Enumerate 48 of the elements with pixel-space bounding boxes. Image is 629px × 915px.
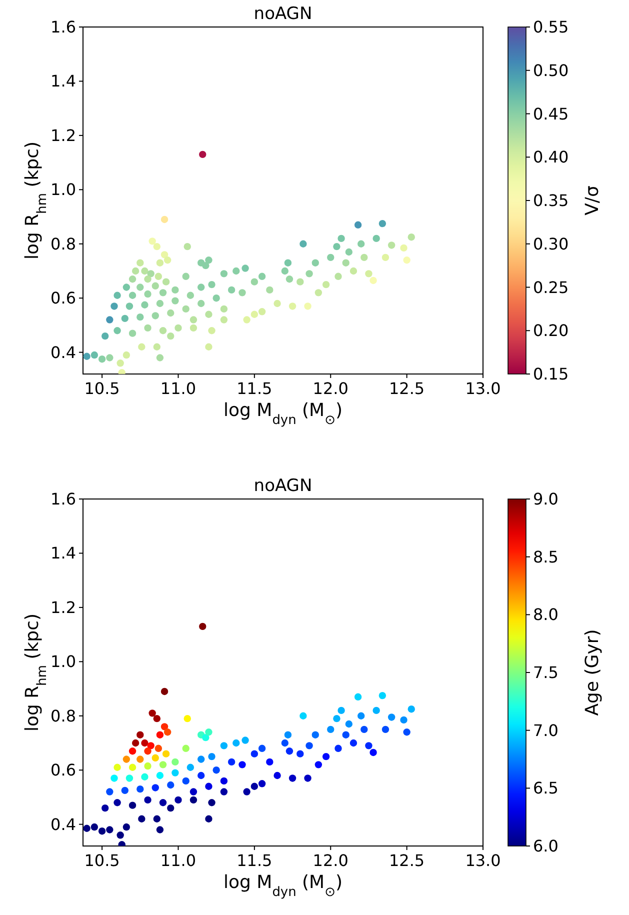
chart-title: noAGN: [254, 4, 312, 24]
color-bar-label: 9.0: [533, 490, 558, 508]
color-bar-label: 8.5: [533, 547, 558, 566]
x-tick-label: 12.5: [388, 379, 425, 398]
color-bar-label: 7.0: [533, 720, 558, 740]
x-tick-label: 11.5: [236, 379, 272, 398]
y-tick-label: 0.4: [50, 814, 76, 834]
color-bar-label: 7.5: [533, 663, 558, 682]
color-bar-label: 6.5: [533, 778, 558, 798]
x-axis-title: log M$_{dyn}$ (M$_{⊙}$): [224, 872, 342, 900]
y-tick-label: 1.2: [50, 598, 76, 617]
chart-title: noAGN: [254, 476, 312, 496]
y-tick-label: 0.4: [50, 342, 76, 362]
x-tick-label: 11.0: [160, 851, 196, 870]
color-bar-label: 0.20: [533, 321, 569, 340]
color-bar-label: 0.30: [533, 234, 569, 254]
color-bar-title: Age (Gyr): [582, 629, 603, 716]
x-tick-label: 10.5: [84, 379, 120, 398]
color-bar-label: 0.50: [533, 60, 569, 80]
x-tick-label: 12.0: [312, 379, 348, 398]
x-tick-label: 12.0: [312, 851, 348, 870]
x-tick-label: 10.5: [84, 851, 120, 870]
y-tick-label: 1.0: [50, 652, 76, 672]
x-tick-label: 13.0: [465, 851, 501, 870]
color-bar-label: 0.35: [533, 191, 569, 210]
y-tick-label: 1.4: [50, 544, 76, 563]
color-bar-label: 0.15: [533, 364, 569, 384]
x-tick-label: 11.0: [160, 379, 196, 398]
color-bar-title: V/σ: [582, 186, 603, 216]
y-tick-label: 1.2: [50, 126, 76, 145]
y-tick-label: 0.8: [50, 706, 76, 726]
color-bar-label: 0.55: [533, 18, 569, 36]
color-bar-label: 6.0: [533, 836, 558, 856]
y-tick-label: 1.6: [50, 18, 76, 36]
color-bar-label: 8.0: [533, 605, 558, 624]
y-tick-label: 1.4: [50, 72, 76, 91]
color-bar-label: 0.25: [533, 278, 569, 297]
y-tick-label: 0.6: [50, 288, 76, 308]
x-axis-title: log M$_{dyn}$ (M$_{⊙}$): [224, 400, 342, 428]
y-tick-label: 1.0: [50, 180, 76, 200]
color-bar-label: 0.45: [533, 104, 569, 124]
color-bar-label: 0.40: [533, 148, 569, 167]
x-tick-label: 12.5: [388, 851, 425, 870]
x-tick-label: 13.0: [465, 379, 501, 398]
y-tick-label: 0.8: [50, 234, 76, 254]
y-tick-label: 1.6: [50, 490, 76, 508]
x-tick-label: 11.5: [236, 851, 272, 870]
y-tick-label: 0.6: [50, 760, 76, 780]
